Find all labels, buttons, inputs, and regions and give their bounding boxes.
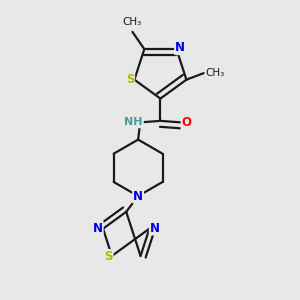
Text: N: N: [150, 222, 160, 235]
Text: CH₃: CH₃: [205, 68, 224, 78]
Text: O: O: [182, 116, 192, 129]
Text: S: S: [126, 73, 134, 86]
Text: N: N: [175, 41, 185, 54]
Text: N: N: [93, 222, 103, 235]
Text: CH₃: CH₃: [123, 16, 142, 26]
Text: NH: NH: [124, 117, 143, 128]
Text: S: S: [104, 250, 112, 263]
Text: N: N: [133, 190, 143, 202]
